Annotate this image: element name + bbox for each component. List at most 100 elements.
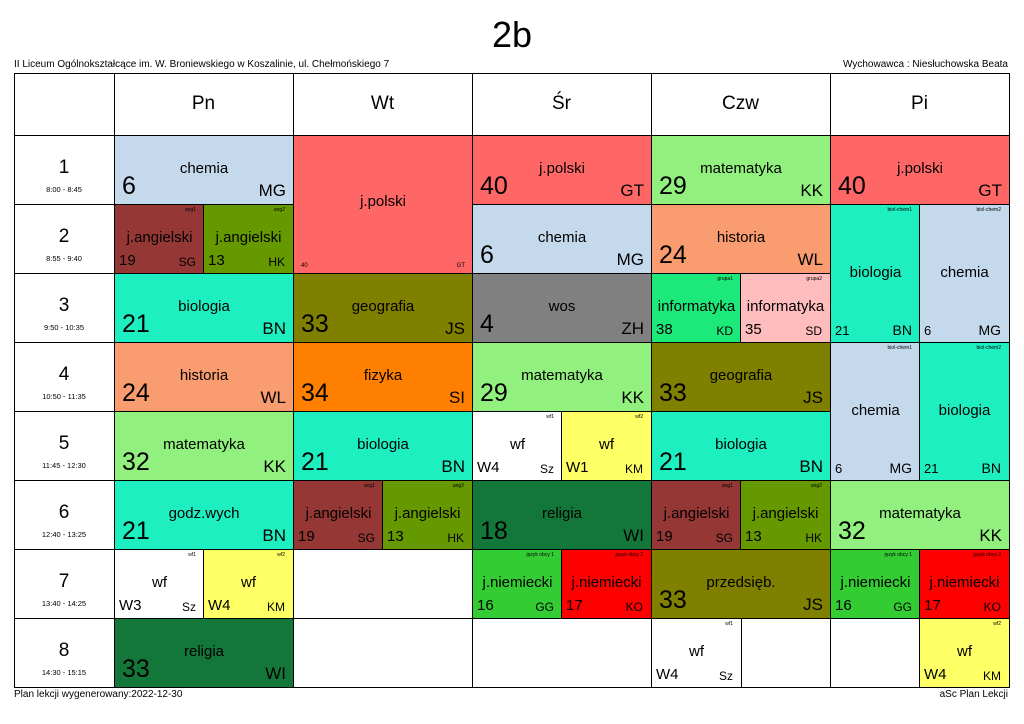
room: 21 — [122, 517, 150, 545]
subject: biologia — [715, 436, 767, 453]
period-time: 9:50 - 10:35 — [43, 323, 85, 332]
subject: biologia — [849, 264, 902, 281]
subject: biologia — [357, 436, 409, 453]
lesson-cell: fizyka 34 SI — [293, 342, 473, 412]
room: 19 — [298, 528, 315, 545]
teacher: KO — [625, 600, 643, 614]
lesson-cell: grupa1 informatyka 38 KD — [651, 273, 742, 343]
room: 29 — [659, 172, 687, 200]
subject: j.angielski — [752, 505, 819, 522]
lesson-cell: biol-chem1 biologia 21 BN — [830, 204, 921, 343]
app-name: aSc Plan Lekcji — [939, 689, 1008, 700]
room: 16 — [835, 597, 852, 614]
subject: wf — [599, 436, 614, 453]
title: 2b — [491, 14, 533, 55]
lesson-cell: biologia 21 BN — [651, 411, 831, 481]
subject: wf — [241, 574, 256, 591]
teacher: WI — [265, 664, 286, 683]
subject: j.niemiecki — [929, 574, 1000, 591]
teacher: GG — [893, 600, 912, 614]
teacher: BN — [799, 457, 823, 476]
subject: wf — [152, 574, 167, 591]
teacher: SI — [448, 388, 465, 407]
teacher: SG — [357, 531, 375, 545]
room: W4 — [924, 666, 947, 683]
period-number: 8 — [58, 640, 70, 661]
group-label: biol-chem2 — [976, 207, 1001, 213]
teacher: KO — [983, 600, 1001, 614]
lesson-cell: matematyka 32 KK — [114, 411, 294, 481]
group-label: ang1 — [721, 483, 733, 489]
period-number: 2 — [58, 226, 70, 247]
lesson-cell: religia 18 WI — [472, 480, 652, 550]
lesson-cell: wf2 wf W1 KM — [561, 411, 652, 481]
lesson-cell: historia 24 WL — [114, 342, 294, 412]
teacher: GT — [978, 181, 1002, 200]
lesson-cell: chemia 6 MG — [472, 204, 652, 274]
room: 18 — [480, 517, 508, 545]
teacher: GT — [456, 263, 465, 269]
lesson-cell: ang1 j.angielski 19 SG — [114, 204, 205, 274]
group-label: biol-chem2 — [976, 345, 1001, 351]
room: W4 — [477, 459, 500, 476]
lesson-cell: biol-chem2 biologia 21 BN — [919, 342, 1010, 481]
lesson-cell: biol-chem1 chemia 6 MG — [830, 342, 921, 481]
group-label: język obcy 1 — [884, 552, 912, 558]
room: 33 — [659, 379, 687, 407]
room: 21 — [122, 310, 150, 338]
room: W4 — [208, 597, 231, 614]
lesson-cell: matematyka 29 KK — [472, 342, 652, 412]
lesson-cell: ang1 j.angielski 19 SG — [651, 480, 742, 550]
teacher: HK — [447, 531, 464, 545]
group-label: wf1 — [725, 621, 733, 627]
subject: matematyka — [879, 505, 961, 522]
subject: matematyka — [700, 160, 782, 177]
grid-line — [14, 73, 1010, 74]
room: 38 — [656, 321, 673, 338]
subject: fizyka — [363, 367, 403, 384]
lesson-cell: przedsięb. 33 JS — [651, 549, 831, 619]
subject: j.angielski — [663, 505, 730, 522]
lesson-cell: biologia 21 BN — [293, 411, 473, 481]
subject: j.angielski — [215, 229, 282, 246]
subject: j.angielski — [394, 505, 461, 522]
lesson-cell: godz.wych 21 BN — [114, 480, 294, 550]
day-header: Pi — [911, 93, 928, 114]
room: 40 — [838, 172, 866, 200]
subject: geografia — [709, 367, 773, 384]
subject: j.polski — [897, 160, 943, 177]
room: 13 — [745, 528, 762, 545]
lesson-cell: ang2 j.angielski 13 HK — [203, 204, 294, 274]
period-time: 12:40 - 13:25 — [41, 530, 87, 539]
lesson-cell: geografia 33 JS — [293, 273, 473, 343]
teacher: KM — [267, 600, 285, 614]
teacher: BN — [441, 457, 465, 476]
room: W3 — [119, 597, 142, 614]
room: 34 — [301, 379, 329, 407]
room: W1 — [566, 459, 589, 476]
room: 13 — [208, 252, 225, 269]
subject: matematyka — [163, 436, 245, 453]
subject: chemia — [179, 160, 229, 177]
room: 21 — [301, 448, 329, 476]
subject: godz.wych — [168, 505, 240, 522]
room: 35 — [745, 321, 762, 338]
lesson-cell: j.polski 40 GT — [293, 135, 473, 274]
teacher: KM — [625, 462, 643, 476]
subject: wf — [957, 643, 972, 660]
teacher: WI — [623, 526, 644, 545]
day-header: Śr — [552, 93, 571, 114]
room: 6 — [835, 461, 843, 476]
generated-note: Plan lekcji wygenerowany:2022-12-30 — [14, 689, 183, 700]
room: 6 — [480, 241, 494, 269]
subject: przedsięb. — [706, 574, 776, 591]
room: 24 — [659, 241, 687, 269]
group-label: język obcy 1 — [526, 552, 554, 558]
teacher: SD — [805, 324, 822, 338]
teacher: BN — [892, 322, 912, 338]
subject: j.angielski — [126, 229, 193, 246]
room: 4 — [480, 310, 494, 338]
period-time: 11:45 - 12:30 — [42, 461, 86, 470]
group-label: język obcy 2 — [615, 552, 643, 558]
